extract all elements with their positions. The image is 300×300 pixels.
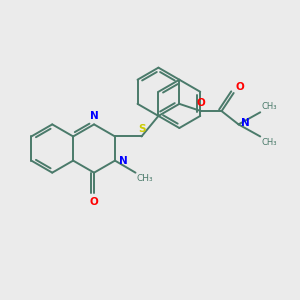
- Text: CH₃: CH₃: [261, 138, 277, 147]
- Text: O: O: [90, 197, 98, 207]
- Text: CH₃: CH₃: [261, 102, 277, 111]
- Text: O: O: [235, 82, 244, 92]
- Text: CH₃: CH₃: [137, 174, 154, 183]
- Text: N: N: [119, 156, 128, 166]
- Text: N: N: [241, 118, 250, 128]
- Text: S: S: [138, 124, 145, 134]
- Text: O: O: [196, 98, 205, 108]
- Text: N: N: [90, 111, 98, 121]
